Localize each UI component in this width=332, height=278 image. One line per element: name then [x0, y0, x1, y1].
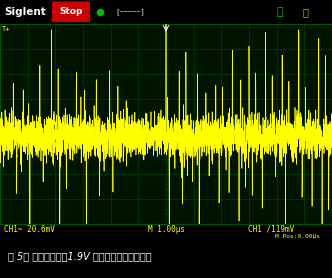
- Text: Siglent: Siglent: [4, 7, 46, 17]
- Text: ⎕: ⎕: [302, 7, 308, 17]
- Text: M Pos:0.00μs: M Pos:0.00μs: [275, 234, 320, 239]
- Text: CH1~ 20.6mV: CH1~ 20.6mV: [4, 225, 55, 234]
- Text: 1+: 1+: [3, 133, 11, 139]
- Text: Stop: Stop: [59, 7, 83, 16]
- Text: T+: T+: [2, 26, 11, 32]
- FancyBboxPatch shape: [52, 1, 90, 22]
- Text: M 1.00μs: M 1.00μs: [147, 225, 185, 234]
- Text: 图 5： 测试方法不对1.9V 输出纹波值明显增大。: 图 5： 测试方法不对1.9V 输出纹波值明显增大。: [8, 252, 152, 262]
- Text: [~~~~~]: [~~~~~]: [115, 8, 145, 15]
- Text: Ⓢ: Ⓢ: [277, 7, 283, 17]
- Text: CH1 /119mV: CH1 /119mV: [248, 225, 294, 234]
